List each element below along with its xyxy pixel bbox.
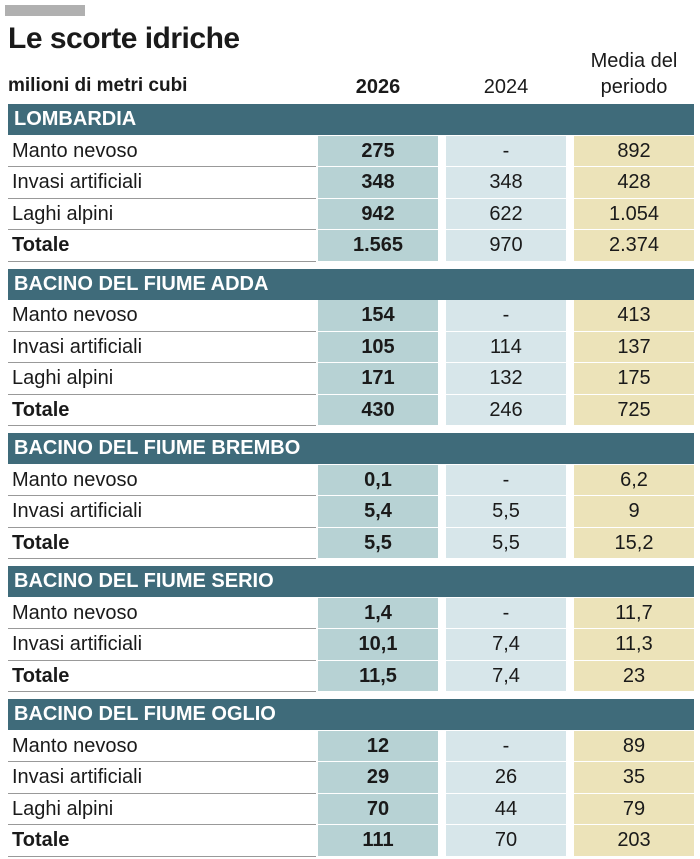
cell: 10,1 bbox=[318, 629, 438, 661]
cell: 892 bbox=[574, 135, 694, 167]
unit-label: milioni di metri cubi bbox=[8, 75, 188, 96]
column-header: 2024 bbox=[483, 76, 529, 98]
row-label: Invasi artificiali bbox=[8, 332, 316, 363]
cell: 105 bbox=[318, 331, 438, 363]
cell: 15,2 bbox=[574, 527, 694, 559]
row-label: Manto nevoso bbox=[8, 598, 316, 629]
cell: 430 bbox=[318, 394, 438, 426]
section-header: BACINO DEL FIUME OGLIO bbox=[8, 699, 694, 730]
section-header: LOMBARDIA bbox=[8, 104, 694, 135]
cell: 2.374 bbox=[574, 230, 694, 262]
row-label: Totale bbox=[8, 825, 316, 857]
row-label: Totale bbox=[8, 395, 316, 426]
row-label: Totale bbox=[8, 661, 316, 692]
cell: 725 bbox=[574, 394, 694, 426]
cell: 79 bbox=[574, 793, 694, 825]
section-header: BACINO DEL FIUME ADDA bbox=[8, 268, 694, 300]
cell: 114 bbox=[446, 331, 566, 363]
cell: 132 bbox=[446, 363, 566, 395]
row-label: Invasi artificiali bbox=[8, 496, 316, 528]
cell: 26 bbox=[446, 762, 566, 794]
cell: 7,4 bbox=[446, 629, 566, 661]
cell: 5,5 bbox=[446, 496, 566, 528]
row-label: Manto nevoso bbox=[8, 731, 316, 762]
row-label: Invasi artificiali bbox=[8, 167, 316, 199]
cell: 203 bbox=[574, 825, 694, 857]
row-label: Manto nevoso bbox=[8, 136, 316, 167]
cell: 11,7 bbox=[574, 597, 694, 629]
cell: 413 bbox=[574, 300, 694, 332]
top-bar bbox=[5, 5, 85, 16]
cell: 942 bbox=[318, 198, 438, 230]
cell: 23 bbox=[574, 660, 694, 692]
cell: 154 bbox=[318, 300, 438, 332]
cell: 12 bbox=[318, 730, 438, 762]
row-label: Totale bbox=[8, 230, 316, 262]
cell: 275 bbox=[318, 135, 438, 167]
cell: 622 bbox=[446, 198, 566, 230]
row-label: Laghi alpini bbox=[8, 199, 316, 230]
cell: 0,1 bbox=[318, 464, 438, 496]
cell: - bbox=[446, 300, 566, 332]
section-header: BACINO DEL FIUME BREMBO bbox=[8, 433, 694, 464]
cell: 246 bbox=[446, 394, 566, 426]
cell: 5,5 bbox=[446, 527, 566, 559]
row-label: Laghi alpini bbox=[8, 794, 316, 825]
cell: - bbox=[446, 597, 566, 629]
cell: 89 bbox=[574, 730, 694, 762]
cell: 11,3 bbox=[574, 629, 694, 661]
cell: 175 bbox=[574, 363, 694, 395]
column-header: 2026 bbox=[355, 76, 401, 98]
cell: 11,5 bbox=[318, 660, 438, 692]
cell: 35 bbox=[574, 762, 694, 794]
cell: - bbox=[446, 464, 566, 496]
cell: 348 bbox=[446, 167, 566, 199]
cell: 137 bbox=[574, 331, 694, 363]
cell: 428 bbox=[574, 167, 694, 199]
cell: 1.054 bbox=[574, 198, 694, 230]
cell: 1,4 bbox=[318, 597, 438, 629]
cell: 29 bbox=[318, 762, 438, 794]
row-label: Invasi artificiali bbox=[8, 762, 316, 794]
section-header: BACINO DEL FIUME SERIO bbox=[8, 566, 694, 597]
cell: - bbox=[446, 730, 566, 762]
row-label: Totale bbox=[8, 528, 316, 559]
cell: 70 bbox=[318, 793, 438, 825]
cell: 171 bbox=[318, 363, 438, 395]
cell: 44 bbox=[446, 793, 566, 825]
cell: 5,4 bbox=[318, 496, 438, 528]
cell: 5,5 bbox=[318, 527, 438, 559]
cell: - bbox=[446, 135, 566, 167]
cell: 70 bbox=[446, 825, 566, 857]
row-label: Laghi alpini bbox=[8, 363, 316, 395]
cell: 9 bbox=[574, 496, 694, 528]
cell: 1.565 bbox=[318, 230, 438, 262]
row-label: Invasi artificiali bbox=[8, 629, 316, 661]
row-label: Manto nevoso bbox=[8, 465, 316, 496]
cell: 970 bbox=[446, 230, 566, 262]
title: Le scorte idriche bbox=[8, 22, 240, 55]
column-header: Media del periodo bbox=[590, 50, 678, 98]
cell: 348 bbox=[318, 167, 438, 199]
cell: 111 bbox=[318, 825, 438, 857]
row-label: Manto nevoso bbox=[8, 300, 316, 332]
cell: 6,2 bbox=[574, 464, 694, 496]
cell: 7,4 bbox=[446, 660, 566, 692]
